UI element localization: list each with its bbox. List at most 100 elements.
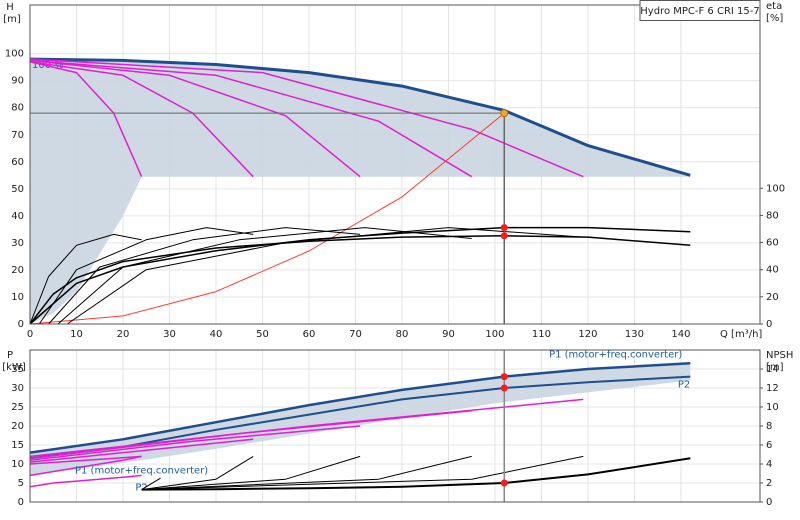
y-tick-label: 15 <box>11 440 24 451</box>
x-tick-label: 40 <box>210 329 223 340</box>
y2-tick-label: 14 <box>766 364 779 375</box>
curve <box>141 457 691 491</box>
series-label: P1 (motor+freq.converter) <box>75 465 208 476</box>
curve <box>29 362 691 454</box>
y2-tick-label: 8 <box>766 421 772 432</box>
y2-tick-label: 6 <box>766 440 772 451</box>
chart-title: Hydro MPC-F 6 CRI 15-7 <box>640 6 759 17</box>
curve <box>141 455 584 491</box>
duty-point <box>500 373 508 381</box>
x-tick-label: 140 <box>671 329 690 340</box>
curve <box>29 233 142 325</box>
top-frame <box>29 4 761 325</box>
y-tick-label: 30 <box>11 383 24 394</box>
y-tick-label: 10 <box>11 459 24 470</box>
y-tick-label: 10 <box>11 292 24 303</box>
y2-tick-label: 0 <box>766 319 772 330</box>
curve <box>29 57 691 177</box>
y-tick-label: 100 <box>5 49 24 60</box>
x-tick-label: 60 <box>303 329 316 340</box>
y2-axis-unit: [m] <box>766 362 784 373</box>
curve <box>57 227 472 325</box>
y-axis-label: H <box>6 2 14 13</box>
x-tick-label: 30 <box>163 329 176 340</box>
curve <box>141 477 161 491</box>
y2-axis-label: eta <box>766 1 782 12</box>
curve <box>29 455 142 465</box>
y-tick-label: 60 <box>11 157 24 168</box>
y2-tick-label: 0 <box>766 497 772 508</box>
y2-tick-label: 2 <box>766 478 772 489</box>
curve <box>29 58 584 178</box>
y-axis-label: P <box>7 350 13 361</box>
y-tick-label: 0 <box>18 497 24 508</box>
curve <box>48 227 361 325</box>
series-label: P2 <box>135 482 147 493</box>
operating-range-area <box>30 363 691 476</box>
y-tick-label: 30 <box>11 238 24 249</box>
curve <box>29 455 142 477</box>
curve <box>38 227 254 325</box>
y2-tick-label: 10 <box>766 402 779 413</box>
x-tick-label: 110 <box>532 329 551 340</box>
y2-axis-label: NPSH <box>766 350 793 361</box>
curve <box>29 226 691 325</box>
y-tick-label: 90 <box>11 76 24 87</box>
curve <box>29 398 584 458</box>
x-tick-label: 70 <box>349 329 362 340</box>
curve <box>29 474 142 488</box>
y-tick-label: 20 <box>11 265 24 276</box>
x-tick-label: 130 <box>625 329 644 340</box>
y2-tick-label: 40 <box>766 265 779 276</box>
y2-tick-label: 4 <box>766 459 772 470</box>
operating-range-area <box>30 59 691 324</box>
curve <box>29 61 143 178</box>
y-tick-label: 80 <box>11 103 24 114</box>
curve <box>29 438 254 463</box>
x-tick-label: 50 <box>256 329 269 340</box>
x-axis-label: Q [m³/h] <box>720 329 762 340</box>
y2-axis-unit: [%] <box>766 13 783 24</box>
curve <box>66 227 584 325</box>
curve <box>29 59 473 178</box>
y-axis-unit: [m] <box>3 14 21 25</box>
series-label: P1 (motor+freq.converter) <box>549 349 682 360</box>
series-label: P2 <box>678 380 690 391</box>
duty-point <box>500 384 508 392</box>
curve <box>141 455 361 491</box>
x-tick-label: 80 <box>396 329 409 340</box>
x-tick-label: 100 <box>485 329 504 340</box>
y2-tick-label: 12 <box>766 383 779 394</box>
y-tick-label: 0 <box>18 319 24 330</box>
curve <box>29 425 361 461</box>
y2-tick-label: 60 <box>766 238 779 249</box>
y-tick-label: 5 <box>18 478 24 489</box>
curve <box>141 455 472 491</box>
y-axis-unit: [kW] <box>2 362 26 373</box>
x-tick-label: 120 <box>578 329 597 340</box>
y-tick-label: 20 <box>11 421 24 432</box>
duty-point <box>500 224 508 232</box>
x-tick-label: 90 <box>442 329 455 340</box>
duty-point <box>500 109 509 118</box>
curve <box>29 61 254 178</box>
curve <box>29 112 505 325</box>
title-box <box>639 0 761 21</box>
y-tick-label: 25 <box>11 402 24 413</box>
y-tick-label: 70 <box>11 130 24 141</box>
y2-tick-label: 20 <box>766 292 779 303</box>
y-tick-label: 35 <box>11 364 24 375</box>
x-tick-label: 0 <box>27 329 33 340</box>
duty-point <box>500 232 508 240</box>
curve <box>29 59 361 178</box>
curve <box>141 455 254 491</box>
duty-point <box>500 479 508 487</box>
y-tick-label: 40 <box>11 211 24 222</box>
y2-tick-label: 80 <box>766 210 779 221</box>
y-tick-label: 50 <box>11 184 24 195</box>
y2-tick-label: 100 <box>766 183 785 194</box>
x-tick-label: 10 <box>70 329 83 340</box>
x-tick-label: 20 <box>117 329 130 340</box>
